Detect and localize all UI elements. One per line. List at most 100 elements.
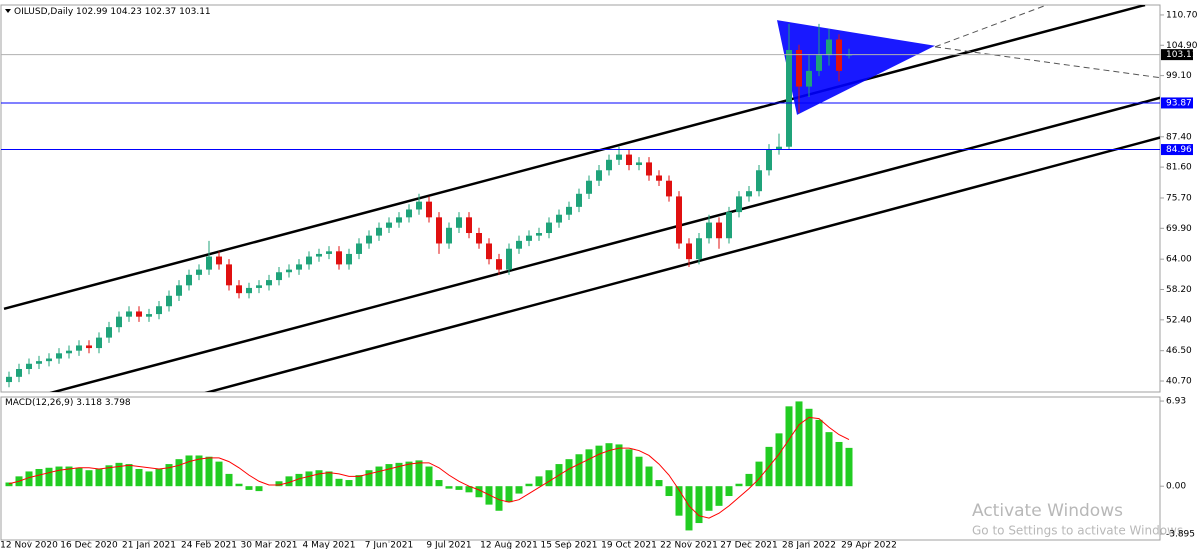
macd-bar	[85, 470, 93, 487]
x-tick-label: 27 Dec 2021	[720, 541, 778, 549]
signal-value: 3.798	[105, 398, 131, 408]
macd-bar	[215, 461, 223, 487]
candle-body	[826, 39, 832, 56]
candle-body	[416, 201, 422, 210]
candle-body	[576, 193, 582, 207]
macd-bar	[45, 467, 53, 487]
trend-line	[49, 96, 1160, 392]
candle-body	[636, 162, 642, 166]
macd-value: 3.118	[76, 398, 102, 408]
candle-body	[456, 217, 462, 228]
candle-body	[236, 285, 242, 294]
macd-bar	[35, 468, 43, 487]
current-price-marker	[1161, 49, 1193, 61]
candle-body	[446, 227, 452, 244]
macd-bar	[685, 486, 693, 531]
candle-body	[126, 311, 132, 317]
candle-body	[556, 214, 562, 223]
candle-body	[706, 222, 712, 239]
menu-arrow[interactable]	[5, 9, 11, 13]
candle-body	[106, 327, 112, 338]
macd-bar	[95, 468, 103, 487]
macd-bar	[835, 441, 843, 487]
x-tick-label: 12 Aug 2021	[480, 541, 538, 549]
macd-bar	[585, 449, 593, 487]
macd-bar	[525, 483, 533, 487]
macd-bar	[355, 475, 363, 487]
macd-bar	[275, 481, 283, 487]
candle-body	[666, 180, 672, 197]
x-tick-label: 22 Nov 2021	[660, 541, 718, 549]
symbol: OILUSD,Daily	[14, 7, 74, 17]
candle-body	[716, 222, 722, 239]
macd-bar	[245, 486, 253, 490]
candle-body	[226, 264, 232, 286]
candle-body	[336, 251, 342, 265]
y-tick-label: 75.70	[1166, 193, 1192, 203]
macd-bar	[255, 486, 263, 492]
macd-bar	[635, 456, 643, 487]
candle-body	[136, 311, 142, 317]
dashed-line	[934, 5, 1049, 48]
candle-body	[86, 345, 92, 349]
macd-bar	[515, 486, 523, 494]
candle-body	[796, 49, 802, 87]
macd-bar	[25, 471, 33, 487]
candle-body	[6, 376, 12, 383]
macd-bar	[175, 459, 183, 487]
candle-body	[316, 253, 322, 257]
macd-bar	[805, 408, 813, 487]
macd-bar	[575, 454, 583, 487]
macd-bar	[425, 466, 433, 487]
candle-body	[56, 353, 62, 359]
y-tick-label: 99.10	[1166, 71, 1192, 81]
candle-body	[596, 170, 602, 181]
candle-body	[346, 253, 352, 265]
candle-body	[646, 162, 652, 176]
macd-bar	[655, 480, 663, 487]
x-tick-label: 30 Mar 2021	[240, 541, 297, 549]
y-tick-label: 58.20	[1166, 285, 1192, 295]
x-tick-label: 24 Feb 2021	[181, 541, 237, 549]
macd-bar	[145, 471, 153, 487]
candle-body	[696, 238, 702, 260]
macd-bar	[345, 480, 353, 487]
macd-bar	[715, 486, 723, 506]
candle-body	[376, 227, 382, 236]
candle-body	[176, 285, 182, 296]
y-tick-label: -3.895	[1166, 530, 1195, 540]
macd-bar	[225, 473, 233, 487]
symbol-header: OILUSD,Daily 102.99 104.23 102.37 103.11	[14, 7, 211, 17]
candle-body	[36, 361, 42, 364]
candle-body	[746, 191, 752, 197]
macd-bar	[305, 471, 313, 487]
candle-body	[836, 39, 842, 71]
x-tick-label: 21 Jan 2021	[122, 541, 176, 549]
macd-bar	[725, 486, 733, 497]
candle-body	[286, 269, 292, 273]
candle-body	[406, 209, 412, 218]
macd-bar	[405, 461, 413, 487]
macd-bar	[165, 464, 173, 487]
macd-bar	[335, 478, 343, 487]
candle-body	[766, 149, 772, 171]
trend-line	[3, 5, 1146, 311]
macd-bar	[565, 459, 573, 487]
ohlc-low: 102.37	[145, 7, 177, 17]
y-tick-label: 40.70	[1166, 377, 1192, 387]
candle-body	[16, 368, 22, 377]
current-price-label: 103.11	[1166, 50, 1198, 60]
macd-bar	[705, 486, 713, 511]
candle-body	[616, 154, 622, 160]
macd-bar	[545, 470, 553, 487]
candle-body	[756, 170, 762, 192]
macd-bar	[665, 486, 673, 497]
candle-body	[46, 358, 52, 362]
macd-bar	[605, 443, 613, 487]
price-pane-frame	[0, 4, 1161, 393]
macd-bar	[125, 464, 133, 487]
dashed-line	[934, 46, 1160, 79]
y-tick-label: 52.40	[1166, 315, 1192, 325]
macd-bar	[315, 470, 323, 487]
